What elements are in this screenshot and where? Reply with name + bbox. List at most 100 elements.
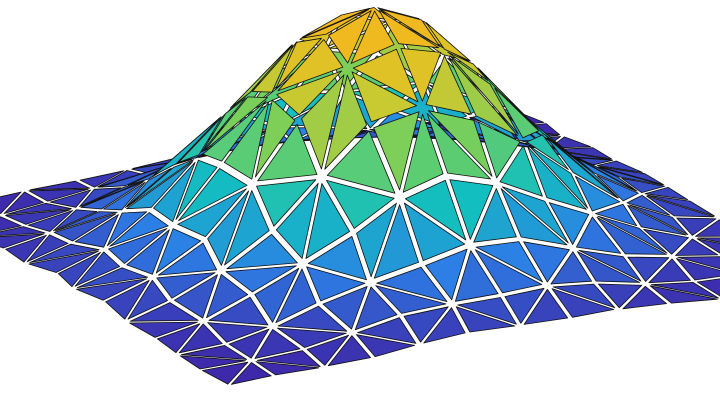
mesh-triangle xyxy=(254,328,301,359)
mesh-triangle xyxy=(225,265,297,293)
mesh-triangle xyxy=(646,195,715,218)
mesh-triangle xyxy=(351,71,418,123)
mesh-triangle xyxy=(224,190,270,266)
mesh-triangle xyxy=(108,228,168,264)
mesh-triangle xyxy=(621,177,666,194)
mesh-triangle xyxy=(127,279,168,320)
mesh-triangle xyxy=(79,170,125,188)
mesh-triangle xyxy=(5,209,71,225)
mesh-triangle xyxy=(526,134,569,171)
mesh-triangle xyxy=(129,321,198,338)
mesh-triangle xyxy=(423,307,466,344)
mesh-triangle xyxy=(357,317,417,344)
mesh-triangle xyxy=(649,285,718,304)
mesh-triangle xyxy=(648,258,691,284)
mesh-triangle xyxy=(551,288,615,318)
mesh-triangle xyxy=(29,180,90,191)
mesh-triangle xyxy=(74,251,121,287)
mesh-triangle xyxy=(379,8,441,47)
mesh-triangle xyxy=(208,296,269,326)
mesh-triangle xyxy=(527,146,587,210)
mesh-triangle xyxy=(428,110,493,177)
mesh-triangle xyxy=(179,355,246,370)
mesh-triangle xyxy=(275,182,319,259)
mesh-triangle xyxy=(26,234,69,263)
mesh-triangle xyxy=(53,209,98,232)
mesh-triangle xyxy=(0,191,22,214)
mesh-triangle xyxy=(597,166,663,186)
mesh-triangle xyxy=(550,251,592,285)
mesh-triangle xyxy=(501,186,569,244)
mesh-triangle xyxy=(276,327,347,348)
mesh-triangle xyxy=(425,55,472,115)
mesh-triangle xyxy=(255,361,320,376)
mesh-triangle xyxy=(400,48,442,102)
mesh-triangle xyxy=(307,235,367,281)
mesh-triangle xyxy=(76,267,149,289)
mesh-triangle xyxy=(355,334,416,358)
mesh-triangle xyxy=(575,175,621,212)
mesh-triangle xyxy=(175,159,218,220)
mesh-triangle xyxy=(577,251,640,283)
mesh-triangle xyxy=(275,268,317,324)
mesh-triangle xyxy=(27,210,74,232)
mesh-triangle xyxy=(55,211,118,232)
mesh-triangle xyxy=(57,251,101,288)
mesh-triangle xyxy=(256,179,317,227)
mesh-triangle xyxy=(109,212,169,247)
mesh-triangle xyxy=(352,48,419,103)
mesh-triangle xyxy=(201,97,247,153)
mesh-triangle xyxy=(326,130,396,194)
mesh-triangle xyxy=(596,216,667,255)
mesh-triangle xyxy=(523,241,570,283)
mesh-triangle xyxy=(350,10,395,64)
mesh-triangle xyxy=(74,214,119,248)
mesh-triangle xyxy=(126,161,194,210)
mesh-triangle xyxy=(126,229,170,275)
mesh-triangle xyxy=(675,238,719,256)
mesh-triangle xyxy=(494,87,540,139)
mesh-triangle xyxy=(203,96,268,152)
mesh-triangle xyxy=(257,123,318,182)
mesh-triangle xyxy=(156,323,201,354)
mesh-triangle xyxy=(300,8,370,39)
mesh-triangle xyxy=(322,285,368,330)
mesh-triangle xyxy=(157,242,218,276)
mesh-triangle xyxy=(3,191,44,214)
mesh-triangle xyxy=(29,243,100,264)
mesh-triangle xyxy=(230,362,272,385)
mesh-triangle xyxy=(254,99,296,178)
mesh-triangle xyxy=(596,160,643,173)
mesh-triangle xyxy=(153,117,221,176)
mesh-triangle xyxy=(449,179,494,240)
mesh-triangle xyxy=(207,322,268,343)
mesh-triangle xyxy=(504,287,545,324)
mesh-triangle xyxy=(254,267,300,323)
mesh-triangle xyxy=(178,323,223,354)
mesh-triangle xyxy=(301,74,345,170)
mesh-triangle xyxy=(178,168,248,222)
mesh-triangle xyxy=(275,37,322,90)
mesh-triangle xyxy=(206,273,249,319)
mesh-triangle xyxy=(28,250,99,273)
mesh-triangle xyxy=(528,145,589,209)
mesh-triangle xyxy=(0,226,46,236)
mesh-triangle xyxy=(499,145,543,197)
mesh-triangle xyxy=(155,228,202,274)
mesh-triangle xyxy=(643,228,689,255)
mesh-triangle xyxy=(575,157,637,192)
mesh-triangle xyxy=(105,279,150,320)
mesh-triangle xyxy=(627,256,670,282)
mesh-triangle xyxy=(455,306,516,333)
mesh-triangle xyxy=(305,183,351,259)
mesh-triangle xyxy=(80,181,144,210)
mesh-triangle xyxy=(597,215,668,254)
mesh-triangle xyxy=(156,272,216,299)
mesh-triangle xyxy=(181,344,248,360)
mesh-triangle xyxy=(425,22,471,62)
mesh-triangle xyxy=(98,165,169,188)
mesh-triangle xyxy=(448,56,518,137)
mesh-triangle xyxy=(695,219,720,237)
